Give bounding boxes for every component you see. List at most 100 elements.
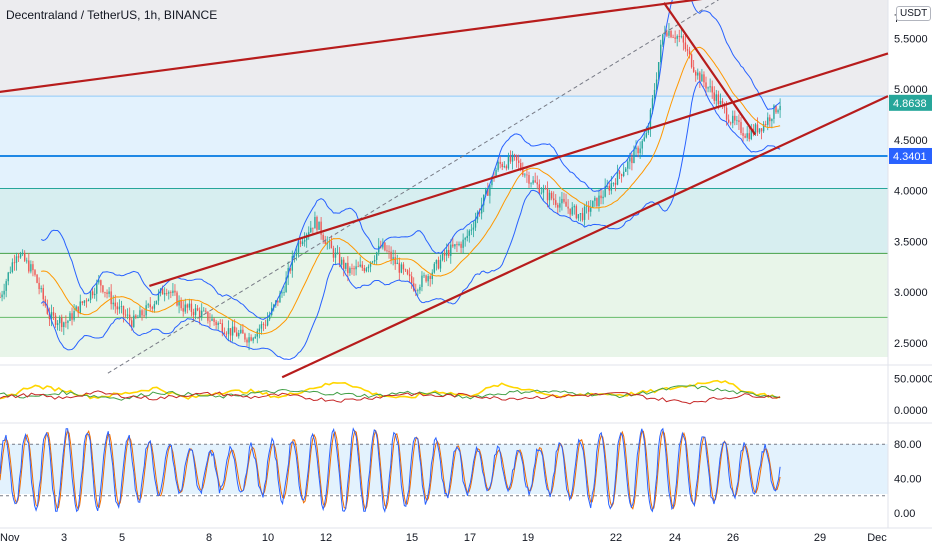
candle[interactable] xyxy=(561,192,563,211)
candle[interactable] xyxy=(178,295,180,314)
candle[interactable] xyxy=(734,110,736,126)
candle[interactable] xyxy=(219,319,221,324)
candle[interactable] xyxy=(456,241,458,253)
candle[interactable] xyxy=(454,243,456,250)
candle[interactable] xyxy=(238,329,240,339)
candle[interactable] xyxy=(616,164,619,186)
candle[interactable] xyxy=(429,274,431,287)
candle[interactable] xyxy=(396,254,398,265)
candle[interactable] xyxy=(30,260,32,274)
candle[interactable] xyxy=(742,127,744,143)
candle[interactable] xyxy=(398,257,401,281)
candle[interactable] xyxy=(738,114,740,131)
candle[interactable] xyxy=(180,297,182,311)
candle[interactable] xyxy=(32,260,34,277)
candle[interactable] xyxy=(552,191,555,206)
candle[interactable] xyxy=(437,256,440,270)
candle[interactable] xyxy=(56,320,59,331)
candle[interactable] xyxy=(567,199,569,214)
candle[interactable] xyxy=(340,256,343,268)
candle[interactable] xyxy=(392,249,394,266)
candle[interactable] xyxy=(544,185,547,190)
candle[interactable] xyxy=(42,284,44,307)
candle[interactable] xyxy=(431,269,433,285)
candle[interactable] xyxy=(371,260,374,264)
candle[interactable] xyxy=(221,319,224,337)
candle[interactable] xyxy=(501,161,503,171)
candle[interactable] xyxy=(505,164,508,171)
candle[interactable] xyxy=(542,184,545,201)
candle[interactable] xyxy=(320,217,322,240)
candle[interactable] xyxy=(198,307,201,325)
candle[interactable] xyxy=(524,172,526,178)
candle[interactable] xyxy=(750,123,752,141)
candle[interactable] xyxy=(283,285,285,296)
candle[interactable] xyxy=(135,314,137,320)
candle[interactable] xyxy=(423,272,425,278)
candle[interactable] xyxy=(715,89,718,108)
candle[interactable] xyxy=(69,311,71,322)
candle[interactable] xyxy=(515,154,518,168)
candle[interactable] xyxy=(268,311,271,322)
candle[interactable] xyxy=(639,141,641,159)
candle[interactable] xyxy=(217,321,219,330)
candle[interactable] xyxy=(550,190,553,201)
candle[interactable] xyxy=(682,34,685,51)
candle[interactable] xyxy=(108,287,110,298)
candle[interactable] xyxy=(466,229,468,242)
candle[interactable] xyxy=(532,176,534,185)
candle[interactable] xyxy=(384,242,386,252)
candle[interactable] xyxy=(573,204,575,215)
candle[interactable] xyxy=(489,182,491,204)
candle[interactable] xyxy=(571,202,573,217)
dmi-line-1[interactable] xyxy=(0,384,781,401)
candle[interactable] xyxy=(674,30,676,44)
candle[interactable] xyxy=(719,93,722,105)
candle[interactable] xyxy=(777,108,779,114)
dashed-trendline[interactable] xyxy=(107,0,739,374)
candle[interactable] xyxy=(608,181,610,195)
candle[interactable] xyxy=(147,302,149,309)
candle[interactable] xyxy=(316,215,318,233)
candle[interactable] xyxy=(678,29,680,43)
candle[interactable] xyxy=(85,298,88,308)
candle[interactable] xyxy=(244,332,246,343)
trendline-1[interactable] xyxy=(149,52,889,287)
candle[interactable] xyxy=(21,249,24,257)
candle[interactable] xyxy=(5,278,7,298)
candle[interactable] xyxy=(548,189,551,207)
candle[interactable] xyxy=(732,110,734,129)
candle[interactable] xyxy=(462,233,464,254)
candle[interactable] xyxy=(54,312,57,328)
candle[interactable] xyxy=(684,34,687,52)
candle[interactable] xyxy=(555,194,557,208)
candle[interactable] xyxy=(196,305,199,312)
candle[interactable] xyxy=(186,303,189,314)
candle[interactable] xyxy=(587,200,590,220)
candle[interactable] xyxy=(89,290,92,304)
candle[interactable] xyxy=(435,259,438,271)
candle[interactable] xyxy=(194,303,197,320)
candle[interactable] xyxy=(612,182,615,187)
candle[interactable] xyxy=(264,319,267,329)
candle[interactable] xyxy=(727,114,730,124)
candle[interactable] xyxy=(246,337,248,347)
candle[interactable] xyxy=(11,258,14,274)
candle[interactable] xyxy=(620,173,623,183)
candle[interactable] xyxy=(775,104,777,114)
candle[interactable] xyxy=(93,287,96,299)
candle[interactable] xyxy=(460,241,462,254)
candle[interactable] xyxy=(575,204,578,220)
candle[interactable] xyxy=(209,312,211,328)
candle[interactable] xyxy=(686,44,689,57)
candle[interactable] xyxy=(137,314,139,319)
candle[interactable] xyxy=(24,250,26,262)
candle[interactable] xyxy=(67,319,69,330)
candle[interactable] xyxy=(660,39,662,68)
candle[interactable] xyxy=(583,203,586,226)
candle[interactable] xyxy=(701,68,703,82)
candle[interactable] xyxy=(71,307,73,326)
candle[interactable] xyxy=(153,300,156,313)
candle[interactable] xyxy=(166,288,168,296)
